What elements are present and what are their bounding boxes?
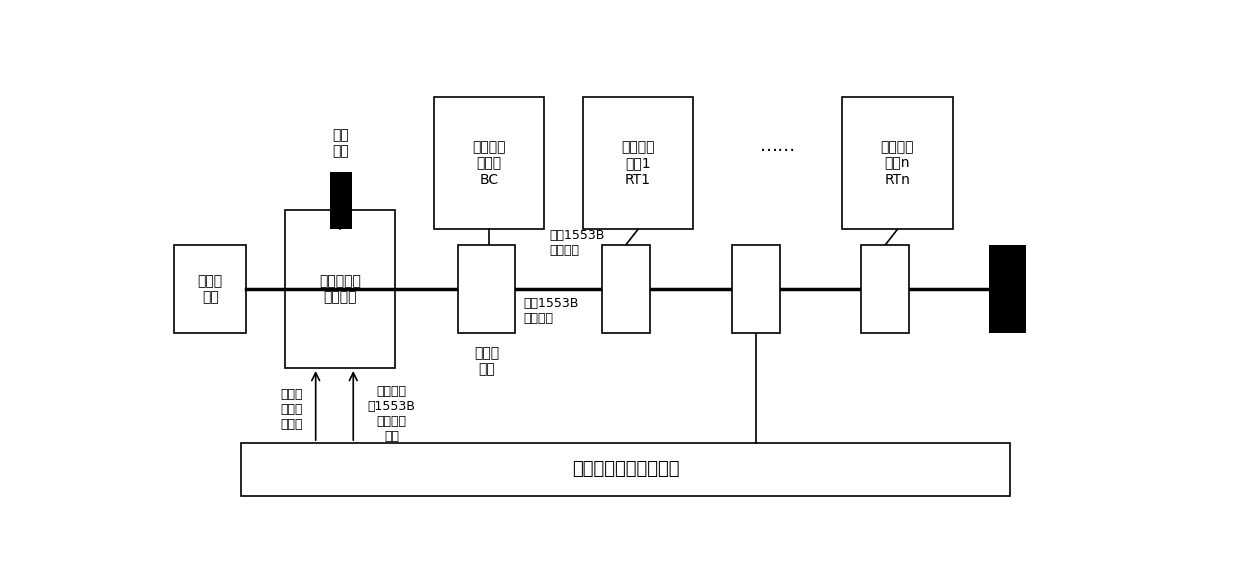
- Bar: [174, 245, 247, 333]
- Text: 匹配
电阻: 匹配 电阻: [332, 129, 350, 158]
- Bar: [990, 245, 1025, 333]
- Text: 平台总线
控制器
BC: 平台总线 控制器 BC: [472, 140, 506, 186]
- Bar: [242, 443, 1011, 496]
- Text: 平台总线
终端n
RTn: 平台总线 终端n RTn: [880, 140, 914, 186]
- Bar: [732, 245, 780, 333]
- Text: 平台1553B
总线主线: 平台1553B 总线主线: [523, 297, 578, 325]
- Bar: [583, 97, 693, 229]
- Bar: [285, 209, 396, 368]
- Bar: [458, 245, 516, 333]
- Bar: [601, 245, 650, 333]
- Text: 接通到平
台1553B
总线主线
指令: 接通到平 台1553B 总线主线 指令: [368, 386, 415, 443]
- Text: 穿舱连
接器: 穿舱连 接器: [197, 274, 223, 304]
- Text: 平台总线
终端1
RT1: 平台总线 终端1 RT1: [621, 140, 655, 186]
- Bar: [842, 97, 952, 229]
- Bar: [862, 245, 909, 333]
- Text: 接通到
匹配电
阻指令: 接通到 匹配电 阻指令: [280, 388, 303, 431]
- Text: 总线耦
合器: 总线耦 合器: [474, 347, 500, 376]
- Text: 总线开关指令发送设备: 总线开关指令发送设备: [572, 460, 680, 478]
- Bar: [434, 97, 544, 229]
- Bar: [330, 172, 351, 229]
- Text: ……: ……: [760, 137, 796, 154]
- Text: 舱段分离用
总线开关: 舱段分离用 总线开关: [319, 274, 361, 304]
- Text: 平台1553B
总线支线: 平台1553B 总线支线: [549, 229, 604, 257]
